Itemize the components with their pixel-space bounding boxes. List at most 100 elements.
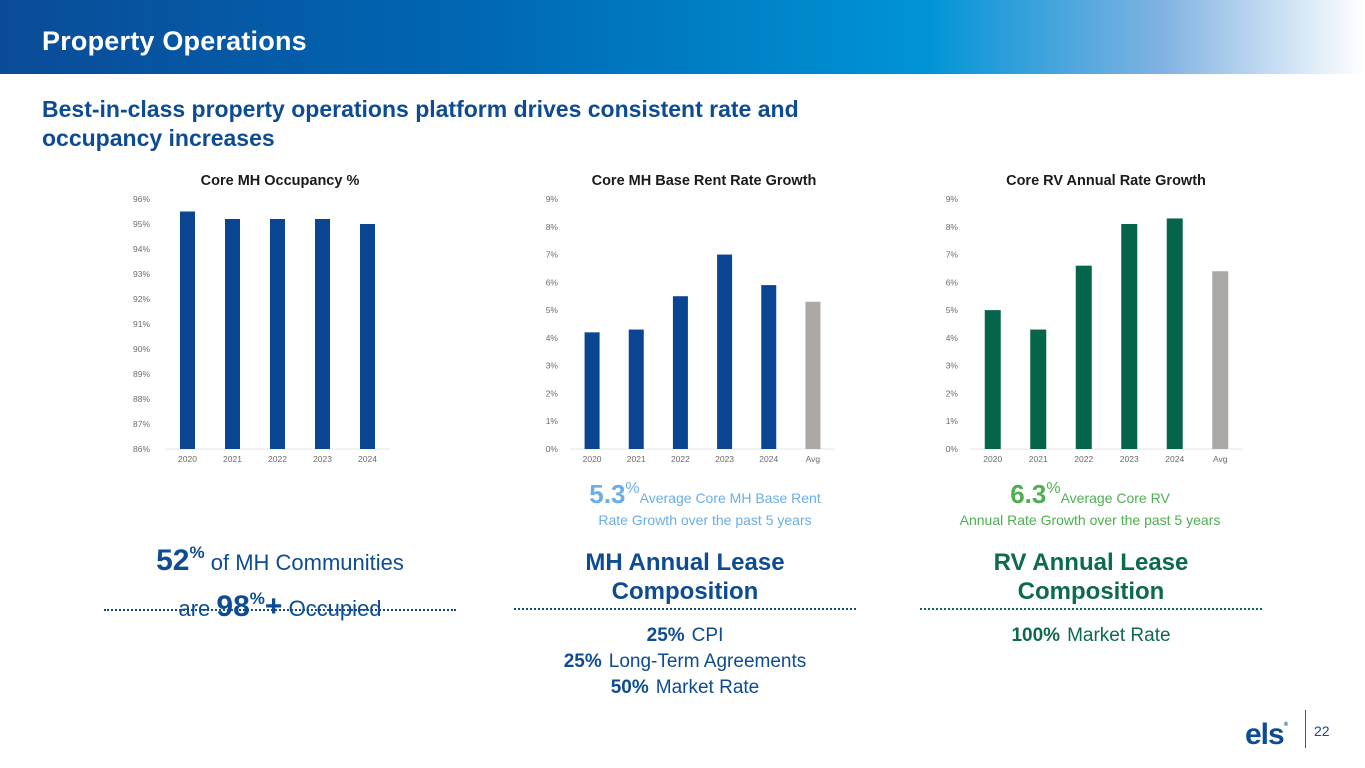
bar-2020: [984, 310, 1001, 449]
page-number: 22: [1314, 723, 1330, 739]
y-tick-label: 0%: [946, 444, 959, 454]
pct-sup: %: [189, 543, 205, 562]
y-tick-label: 0%: [546, 444, 559, 454]
bar-2024: [761, 285, 777, 449]
y-tick-label: 4%: [946, 333, 959, 343]
y-tick-label: 3%: [946, 361, 959, 371]
occupancy-text-2: Occupied: [288, 596, 382, 621]
bar-2023: [1121, 224, 1138, 449]
y-tick-label: 89%: [133, 369, 150, 379]
y-tick-label: 2%: [946, 388, 959, 398]
bar-2021: [628, 329, 644, 449]
mh-lease-heading: MH Annual Lease Composition: [514, 548, 856, 606]
y-tick-label: 95%: [133, 219, 150, 229]
chart-mh-rent-growth-svg: Core MH Base Rent Rate Growth 0% 1% 2% 3% 4%…: [546, 173, 835, 464]
rv-lease-heading-line2: Composition: [1017, 578, 1165, 605]
x-tick-label: 2023: [1120, 454, 1139, 464]
y-tick-label: 96%: [133, 194, 150, 204]
y-tick-label: 91%: [133, 319, 150, 329]
bar-2020: [180, 211, 195, 449]
lease-label: Market Rate: [655, 677, 760, 698]
y-tick-label: 7%: [946, 250, 959, 260]
y-tick-label: 5%: [546, 305, 559, 315]
y-tick-label: 92%: [133, 294, 150, 304]
lease-label: Market Rate: [1067, 625, 1171, 646]
pct-sup: %: [249, 589, 265, 608]
x-tick-label: 2023: [313, 454, 332, 464]
y-tick-label: 7%: [546, 250, 559, 260]
y-tick-label: 90%: [133, 344, 150, 354]
x-tick-label: Avg: [1213, 454, 1228, 464]
y-tick-label: 3%: [546, 361, 559, 371]
y-tick-label: 93%: [133, 269, 150, 279]
y-tick-label: 8%: [546, 222, 559, 232]
rv-lease-heading-line1: RV Annual Lease: [993, 549, 1189, 576]
y-tick-label: 1%: [946, 416, 959, 426]
bar-avg: [1212, 271, 1229, 449]
page-subtitle: Best-in-class property operations platfo…: [42, 96, 799, 151]
bar-2022: [1075, 265, 1092, 449]
mh-lease-item: 25% CPI: [514, 623, 856, 649]
mh-average-desc-1: Average Core MH Base Rent: [639, 490, 821, 506]
chart-title: Core MH Base Rent Rate Growth: [592, 173, 817, 189]
rv-average-desc-1: Average Core RV: [1060, 490, 1170, 506]
bar-2020: [584, 332, 600, 449]
mh-average-sup: %: [625, 480, 640, 497]
mh-lease-heading-line2: Composition: [611, 578, 759, 605]
chart-mh-occupancy-svg: Core MH Occupancy % 86% 87% 88% 89% 90% 91% 92…: [133, 173, 390, 464]
chart-mh-occupancy: Core MH Occupancy % 86% 87% 88% 89% 90% 91% 92…: [120, 168, 420, 468]
x-tick-label: 2023: [715, 454, 734, 464]
bar-2024: [360, 224, 375, 449]
divider-rv-lease: [920, 608, 1262, 611]
x-tick-label: 2021: [627, 454, 646, 464]
rv-average-sup: %: [1046, 480, 1061, 497]
x-tick-label: 2020: [983, 454, 1002, 464]
lease-label: CPI: [691, 625, 724, 646]
y-tick-label: 8%: [946, 222, 959, 232]
els-logo: els®: [1245, 718, 1289, 752]
divider-occupancy: [104, 609, 456, 612]
rv-lease-heading: RV Annual Lease Composition: [920, 548, 1262, 606]
bar-2024: [1166, 218, 1183, 449]
bar-2021: [1030, 329, 1047, 449]
mh-average-stat: 5.3%Average Core MH Base Rent Rate Growt…: [520, 479, 890, 528]
mh-lease-item: 25% Long-Term Agreements: [514, 649, 856, 675]
x-tick-label: 2022: [1074, 454, 1093, 464]
x-tick-label: Avg: [806, 454, 821, 464]
lease-pct: 100%: [1011, 625, 1061, 646]
page-title: Property Operations: [42, 26, 307, 56]
chart-title: Core RV Annual Rate Growth: [1006, 173, 1206, 189]
divider-mh-lease: [514, 608, 856, 611]
y-tick-label: 88%: [133, 394, 150, 404]
rv-lease-item: 100% Market Rate: [920, 623, 1262, 649]
y-tick-label: 9%: [546, 194, 559, 204]
x-tick-label: 2021: [1029, 454, 1048, 464]
rv-average-value: 6.3: [1010, 479, 1047, 509]
occupancy-pct-52: 52: [156, 544, 190, 577]
y-tick-label: 4%: [546, 333, 559, 343]
y-tick-label: 87%: [133, 419, 150, 429]
y-tick-label: 94%: [133, 244, 150, 254]
x-tick-label: 2020: [178, 454, 197, 464]
rv-average-stat: 6.3%Average Core RV Annual Rate Growth o…: [915, 479, 1265, 528]
header-banner: Property Operations: [0, 0, 1365, 74]
rv-lease-list: 100% Market Rate: [920, 623, 1262, 649]
occupancy-text-1: of MH Communities: [210, 550, 404, 575]
bar-2021: [225, 219, 240, 449]
x-tick-label: 2021: [223, 454, 242, 464]
occupancy-callout: 52% of MH Communities are 98%+ Occupied: [104, 535, 456, 627]
x-tick-label: 2024: [358, 454, 377, 464]
y-tick-label: 6%: [546, 277, 559, 287]
logo-text: els: [1245, 718, 1285, 751]
lease-pct: 25%: [646, 625, 685, 646]
chart-title: Core MH Occupancy %: [201, 173, 360, 189]
x-tick-label: 2022: [268, 454, 287, 464]
registered-mark: ®: [1283, 722, 1289, 728]
bar-2023: [717, 254, 733, 449]
bar-avg: [805, 301, 821, 449]
lease-pct: 50%: [610, 677, 649, 698]
footer-divider: [1305, 710, 1306, 748]
x-tick-label: 2022: [671, 454, 690, 464]
y-tick-label: 2%: [546, 388, 559, 398]
mh-lease-heading-line1: MH Annual Lease: [585, 549, 785, 576]
